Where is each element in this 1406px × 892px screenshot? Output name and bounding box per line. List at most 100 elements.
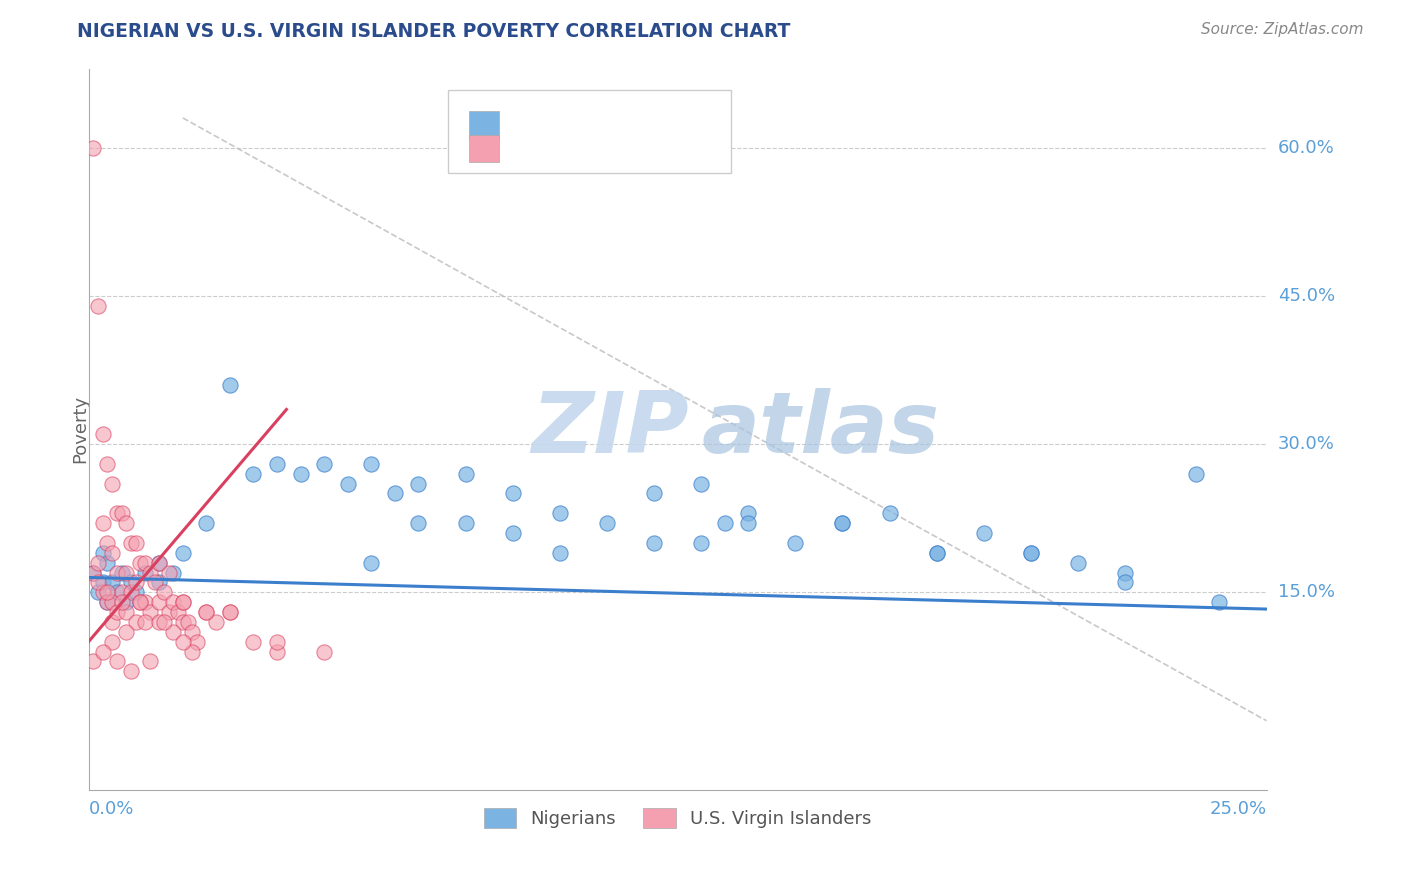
Point xyxy=(87,299,110,313)
Point xyxy=(110,566,132,580)
Legend: Nigerians, U.S. Virgin Islanders: Nigerians, U.S. Virgin Islanders xyxy=(477,801,879,835)
Point xyxy=(153,585,176,599)
Point xyxy=(87,575,110,590)
Point xyxy=(925,546,948,560)
Point xyxy=(125,575,148,590)
Point xyxy=(96,595,118,609)
Point xyxy=(384,486,406,500)
Point xyxy=(172,595,194,609)
FancyBboxPatch shape xyxy=(449,90,731,173)
Point xyxy=(139,566,162,580)
Point xyxy=(1114,575,1136,590)
Point xyxy=(1019,546,1042,560)
Point xyxy=(195,516,218,530)
Point xyxy=(115,605,138,619)
Point xyxy=(134,566,156,580)
Point xyxy=(101,575,124,590)
Point xyxy=(153,615,176,629)
Point xyxy=(129,595,152,609)
Point xyxy=(548,506,571,520)
FancyBboxPatch shape xyxy=(470,112,499,138)
Point xyxy=(454,516,477,530)
Point xyxy=(408,516,430,530)
Point xyxy=(219,377,242,392)
Point xyxy=(91,575,114,590)
Point xyxy=(157,566,180,580)
Point xyxy=(82,140,104,154)
Text: 60.0%: 60.0% xyxy=(1278,138,1334,157)
Point xyxy=(737,516,759,530)
Point xyxy=(181,624,204,639)
Point xyxy=(125,615,148,629)
Point xyxy=(454,467,477,481)
Text: NIGERIAN VS U.S. VIRGIN ISLANDER POVERTY CORRELATION CHART: NIGERIAN VS U.S. VIRGIN ISLANDER POVERTY… xyxy=(77,22,790,41)
Point xyxy=(1019,546,1042,560)
Text: atlas: atlas xyxy=(702,388,939,471)
Y-axis label: Poverty: Poverty xyxy=(72,395,89,463)
Point xyxy=(502,526,524,541)
Point xyxy=(148,556,170,570)
Point xyxy=(242,467,264,481)
Point xyxy=(266,457,288,471)
Point xyxy=(115,566,138,580)
Point xyxy=(879,506,901,520)
FancyBboxPatch shape xyxy=(470,135,499,162)
Point xyxy=(831,516,853,530)
Point xyxy=(336,476,359,491)
Point xyxy=(204,615,226,629)
Point xyxy=(96,556,118,570)
Point xyxy=(101,476,124,491)
Point xyxy=(643,486,665,500)
Point xyxy=(596,516,619,530)
Point xyxy=(690,536,713,550)
Point xyxy=(82,655,104,669)
Point xyxy=(91,585,114,599)
Point xyxy=(172,595,194,609)
Point xyxy=(219,605,242,619)
Point xyxy=(96,457,118,471)
Text: N = 57: N = 57 xyxy=(643,116,700,134)
Point xyxy=(120,536,142,550)
Point xyxy=(148,556,170,570)
Point xyxy=(1114,566,1136,580)
Point xyxy=(195,605,218,619)
Point xyxy=(1185,467,1208,481)
Point xyxy=(314,644,336,658)
Point xyxy=(82,566,104,580)
Point xyxy=(548,546,571,560)
Point xyxy=(360,457,382,471)
Point xyxy=(87,585,110,599)
Point xyxy=(314,457,336,471)
Point xyxy=(360,556,382,570)
Point xyxy=(690,476,713,491)
Point xyxy=(134,556,156,570)
Point xyxy=(120,665,142,679)
Point xyxy=(120,575,142,590)
Point xyxy=(148,575,170,590)
Point xyxy=(148,615,170,629)
Point xyxy=(172,634,194,648)
Point xyxy=(139,655,162,669)
Text: R = -0.055: R = -0.055 xyxy=(509,116,598,134)
Point xyxy=(181,644,204,658)
Point xyxy=(125,536,148,550)
Point xyxy=(96,536,118,550)
Point xyxy=(266,644,288,658)
Point xyxy=(87,556,110,570)
Point xyxy=(143,575,166,590)
Point xyxy=(195,605,218,619)
Point xyxy=(973,526,995,541)
Text: ZIP: ZIP xyxy=(531,388,689,471)
Point xyxy=(172,546,194,560)
Point xyxy=(408,476,430,491)
Point xyxy=(831,516,853,530)
Point xyxy=(290,467,312,481)
Text: Source: ZipAtlas.com: Source: ZipAtlas.com xyxy=(1201,22,1364,37)
Point xyxy=(139,605,162,619)
Point xyxy=(1067,556,1090,570)
Point xyxy=(105,605,128,619)
Point xyxy=(129,556,152,570)
Point xyxy=(101,546,124,560)
Point xyxy=(115,624,138,639)
Point xyxy=(105,506,128,520)
